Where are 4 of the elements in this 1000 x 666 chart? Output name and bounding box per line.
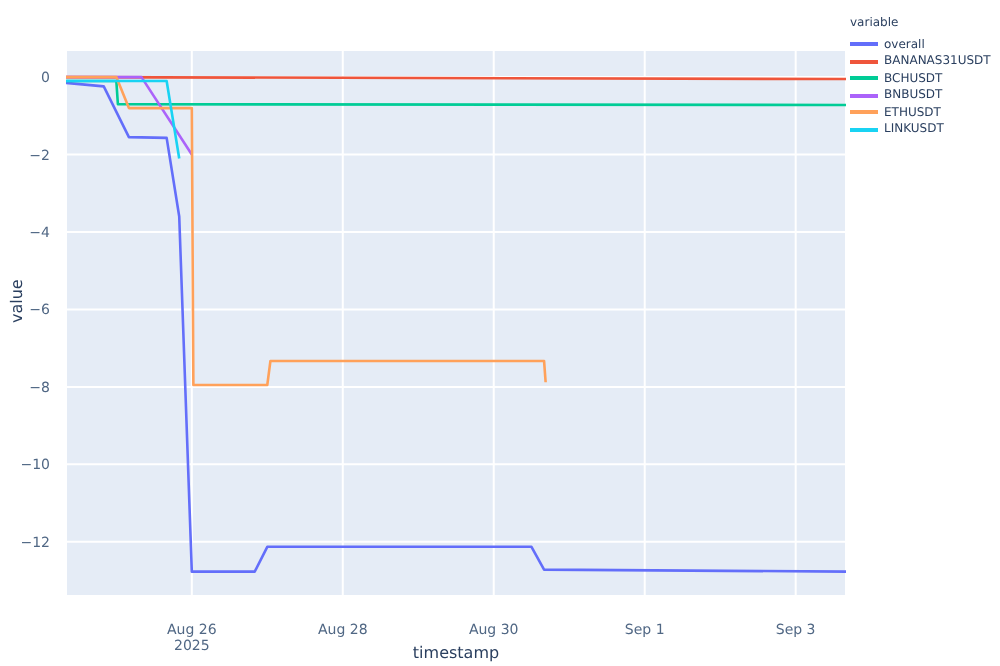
line-series bbox=[66, 81, 846, 573]
x-axis-title: timestamp bbox=[412, 644, 500, 662]
line-series bbox=[66, 75, 547, 387]
y-axis-title: value bbox=[7, 279, 26, 323]
